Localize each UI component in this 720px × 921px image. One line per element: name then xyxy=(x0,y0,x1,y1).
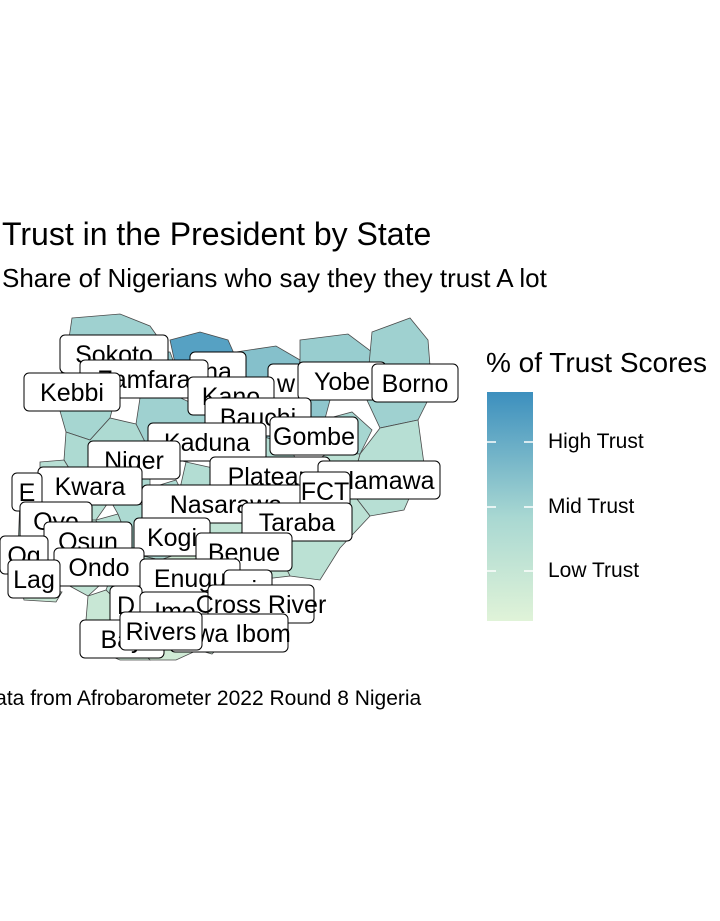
state-label-text: Gombe xyxy=(273,423,355,451)
state-label: Kebbi xyxy=(23,372,121,412)
state-label: Yobe xyxy=(297,361,387,401)
state-label-text: E xyxy=(19,479,36,507)
state-label: Gombe xyxy=(269,416,359,456)
chart-caption: Data from Afrobarometer 2022 Round 8 Nig… xyxy=(0,687,422,710)
chart-title: Trust in the President by State xyxy=(2,216,432,252)
state-label-box xyxy=(7,559,61,599)
state-label-text: Rivers xyxy=(126,618,197,646)
state-label: Rivers xyxy=(119,611,203,651)
state-label: Kogi xyxy=(133,517,211,557)
state-label-text: Lag xyxy=(13,566,55,594)
state-label-box xyxy=(269,416,359,456)
state-label: Kwara xyxy=(37,466,143,506)
chart-subtitle: Share of Nigerians who say they they tru… xyxy=(2,263,547,293)
state-label-box xyxy=(241,502,353,542)
legend-label-high: High Trust xyxy=(548,430,644,453)
state-label-text: w xyxy=(276,370,296,398)
state-label-text: Kebbi xyxy=(40,379,104,407)
legend-label-low: Low Trust xyxy=(548,559,640,582)
state-label-text: Yobe xyxy=(314,368,370,396)
legend-title: % of Trust Scores xyxy=(486,347,707,378)
legend-label-mid: Mid Trust xyxy=(548,495,635,518)
state-label: FCT xyxy=(299,471,351,511)
state-label: Lag xyxy=(7,559,61,599)
state-label-box xyxy=(23,372,121,412)
state-label: w xyxy=(267,363,305,403)
state-label-text: Kogi xyxy=(147,524,197,552)
state-label-text: Kwara xyxy=(55,473,126,501)
legend-layer xyxy=(487,392,533,621)
state-label: Ondo xyxy=(53,547,145,587)
state-label-box xyxy=(119,611,203,651)
state-label-box xyxy=(371,363,459,403)
state-label-text: FCT xyxy=(301,478,350,506)
state-label: Taraba xyxy=(241,502,353,542)
state-label: Borno xyxy=(371,363,459,403)
state-label-text: Borno xyxy=(382,370,449,398)
state-label-text: Ondo xyxy=(68,554,129,582)
state-label-text: Taraba xyxy=(259,509,336,537)
